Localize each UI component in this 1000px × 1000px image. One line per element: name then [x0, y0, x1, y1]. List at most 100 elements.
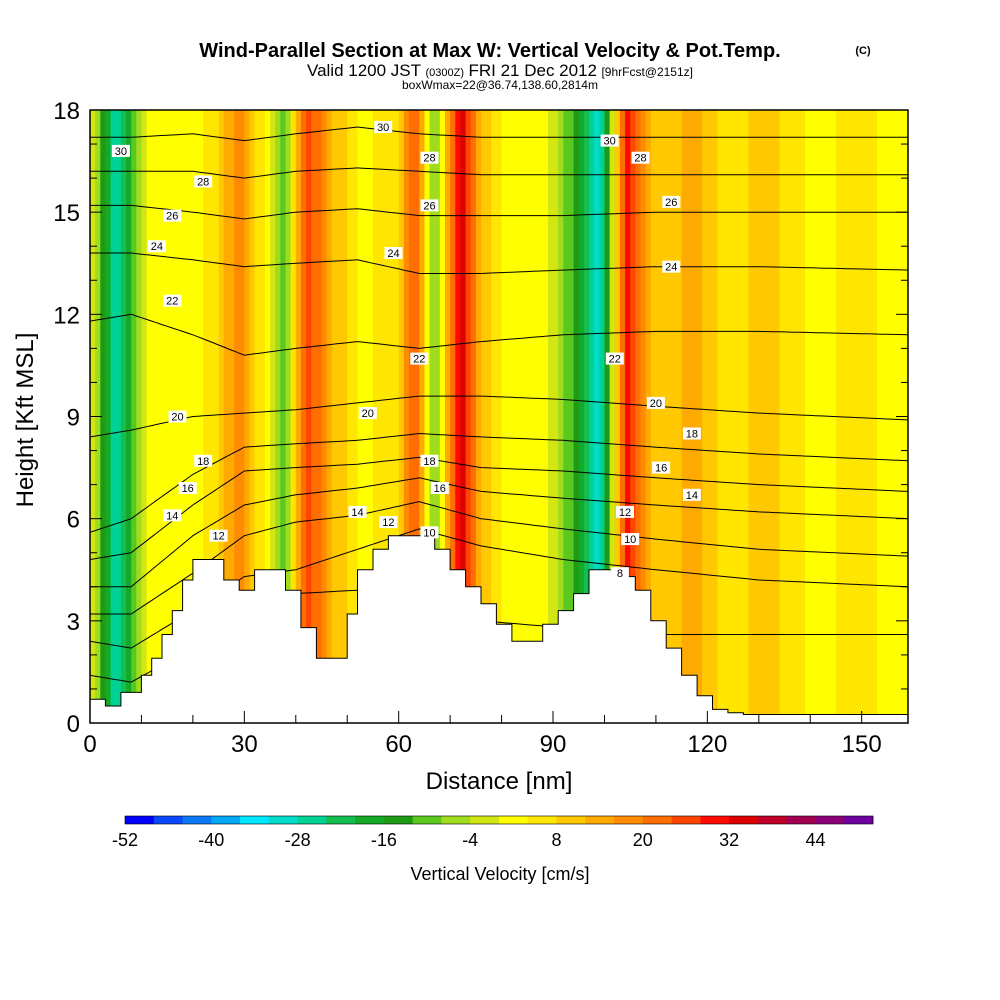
contour-label-text: 16 [434, 483, 446, 495]
y-axis-label: Height [Kft MSL] [12, 333, 39, 508]
colorbar-swatch [383, 816, 414, 824]
w-field-cell [517, 110, 523, 723]
w-field-cell [439, 110, 446, 723]
y-tick-label: 18 [53, 98, 80, 125]
colorbar-swatch [786, 816, 816, 824]
colorbar-swatch [729, 816, 759, 824]
y-tick-label: 12 [53, 302, 80, 329]
subtitle-fcst: [9hrFcst@2151z] [601, 65, 693, 79]
contour-label: 28 [194, 175, 213, 189]
w-field-cell [594, 110, 600, 723]
colorbar-swatch [700, 816, 730, 824]
contour-label: 10 [420, 526, 439, 539]
x-axis-label: Distance [nm] [426, 768, 573, 795]
contour-label: 26 [662, 195, 681, 209]
w-field-cell [383, 110, 389, 723]
w-field-cell [151, 110, 158, 723]
colorbar-swatch [268, 816, 299, 824]
contour-label-text: 30 [115, 146, 127, 158]
x-tick-label: 150 [842, 731, 882, 758]
w-field-cell [877, 110, 883, 723]
w-field-cell [331, 110, 338, 723]
w-field-cell [743, 110, 750, 723]
w-field-cell [542, 110, 549, 723]
contour-label-text: 20 [650, 398, 662, 410]
w-field-cell [527, 110, 534, 723]
contour-label: 30 [600, 134, 619, 148]
w-field-cell [403, 110, 410, 723]
y-tick-label: 0 [67, 711, 80, 738]
w-field-cell [126, 110, 132, 723]
colorbar-swatch [355, 816, 385, 824]
w-field-cell [450, 110, 456, 723]
contour-label: 10 [621, 533, 640, 546]
w-field-cell [681, 110, 688, 723]
x-axis: 0 30 60 90 120 150 [83, 711, 882, 758]
contour-label-text: 18 [686, 429, 698, 441]
theta-contour-14 [90, 477, 908, 588]
w-field-cell [625, 110, 631, 723]
w-field-cell [558, 110, 564, 723]
w-field-cell [213, 110, 220, 723]
contour-label: 16 [178, 482, 197, 495]
contour-label: 24 [147, 240, 166, 253]
contour-label: 30 [374, 121, 393, 134]
y-tick-label: 15 [53, 200, 80, 227]
w-field-cell [769, 110, 775, 723]
w-field-cell [604, 110, 611, 723]
w-field-cell [722, 110, 729, 723]
w-field-cell [429, 110, 436, 723]
w-field-cell [120, 110, 127, 723]
w-field-cell [882, 110, 889, 723]
contour-label-text: 12 [619, 507, 631, 519]
w-field-cell [480, 110, 487, 723]
subtitle-date: FRI 21 Dec 2012 [468, 61, 597, 80]
w-field-cell [810, 110, 816, 723]
w-field-cell [393, 110, 400, 723]
w-field-cell [501, 110, 508, 723]
contour-label: 22 [163, 294, 182, 308]
colorbar-tick-label: -40 [198, 830, 224, 850]
w-field-cell [892, 110, 899, 723]
w-field-cell [784, 110, 791, 723]
w-field-cell [609, 110, 616, 723]
w-field-cell [697, 110, 703, 723]
w-field-cell [841, 110, 847, 723]
colorbar-tick-label: 32 [719, 830, 739, 850]
contour-label-text: 10 [624, 534, 636, 546]
w-field-cell [408, 110, 415, 723]
colorbar-swatch [585, 816, 615, 824]
w-field-cell [398, 110, 405, 723]
colorbar: -52 -40 -28 -16 -4 8 20 32 44 [112, 815, 874, 850]
colorbar-swatch [614, 816, 644, 824]
w-field-cell [733, 110, 739, 723]
contour-label-text: 14 [166, 510, 178, 522]
w-field-cell [295, 110, 302, 723]
colorbar-swatch [556, 816, 586, 824]
contour-label-text: 18 [197, 456, 209, 468]
colorbar-swatch [757, 816, 788, 824]
w-field-cell [887, 110, 894, 723]
colorbar-swatch [499, 816, 529, 824]
colorbar-tick-label: 8 [551, 830, 561, 850]
colorbar-swatch [182, 816, 212, 824]
theta-contour-18 [90, 432, 908, 533]
contour-label: 14 [682, 488, 701, 502]
w-field-cell [691, 110, 698, 723]
w-field-cell [419, 110, 425, 723]
chart-subtitle: Valid 1200 JST (0300Z) FRI 21 Dec 2012 [… [307, 61, 693, 80]
w-field-cell [532, 110, 539, 723]
colorbar-swatch [326, 816, 356, 824]
w-field-cell [861, 110, 868, 723]
w-field-cell [141, 110, 148, 723]
theta-contour-12 [90, 501, 908, 615]
contour-label: 12 [209, 529, 228, 543]
w-field-cell [578, 110, 585, 723]
w-field-cell [475, 110, 482, 723]
contour-label-text: 24 [151, 241, 163, 253]
w-field-cell [470, 110, 477, 723]
x-tick-label: 120 [687, 731, 727, 758]
w-field-cell [352, 110, 359, 723]
colorbar-swatch [844, 816, 874, 824]
w-field-cell [753, 110, 760, 723]
